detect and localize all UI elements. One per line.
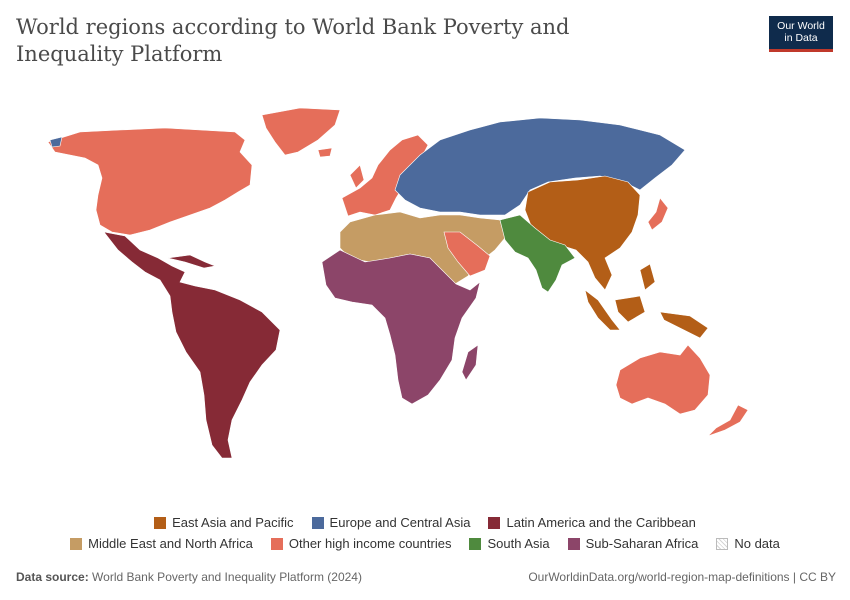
source-url[interactable]: OurWorldinData.org/world-region-map-defi… — [528, 570, 836, 584]
legend-swatch — [488, 516, 501, 529]
region-chukotka[interactable] — [49, 136, 63, 148]
legend-item[interactable]: Latin America and the Caribbean — [488, 515, 696, 530]
legend: East Asia and Pacific Europe and Central… — [0, 512, 850, 554]
legend-item[interactable]: No data — [716, 536, 780, 551]
legend-label: Latin America and the Caribbean — [506, 515, 696, 530]
legend-row-2: Middle East and North Africa Other high … — [0, 533, 850, 554]
legend-label: Middle East and North Africa — [88, 536, 253, 551]
legend-label: Sub-Saharan Africa — [585, 536, 699, 551]
region-greenland[interactable] — [261, 107, 341, 156]
region-new-zealand[interactable] — [707, 404, 749, 437]
region-gulf-states[interactable] — [443, 231, 491, 277]
data-source-text: World Bank Poverty and Inequality Platfo… — [92, 570, 362, 584]
region-south-asia[interactable] — [499, 214, 576, 293]
legend-item[interactable]: Europe and Central Asia — [311, 515, 471, 530]
region-sub-saharan-africa[interactable] — [321, 249, 481, 405]
legend-swatch — [70, 537, 83, 550]
legend-item[interactable]: Sub-Saharan Africa — [567, 536, 699, 551]
region-japan[interactable] — [647, 197, 669, 231]
region-madagascar[interactable] — [461, 344, 479, 381]
legend-item[interactable]: South Asia — [469, 536, 550, 551]
legend-item[interactable]: Other high income countries — [270, 536, 452, 551]
region-north-america[interactable] — [47, 127, 253, 236]
region-southeast-asia-islands[interactable] — [584, 263, 709, 339]
logo-line-1: Our World — [777, 20, 825, 32]
legend-swatch — [311, 516, 324, 529]
legend-label: East Asia and Pacific — [172, 515, 294, 530]
legend-label: South Asia — [487, 536, 550, 551]
region-latin-america[interactable] — [103, 231, 281, 459]
data-source-label: Data source: — [16, 570, 89, 584]
logo-line-2: in Data — [784, 32, 818, 44]
legend-label: Other high income countries — [288, 536, 452, 551]
region-caribbean[interactable] — [167, 254, 217, 269]
region-uk-iceland[interactable] — [317, 147, 365, 189]
world-map[interactable] — [0, 95, 850, 470]
legend-label: Europe and Central Asia — [329, 515, 471, 530]
owid-logo[interactable]: Our World in Data — [769, 16, 833, 52]
legend-swatch — [154, 516, 167, 529]
legend-swatch — [270, 537, 283, 550]
data-source: Data source: World Bank Poverty and Ineq… — [16, 570, 362, 584]
legend-swatch — [469, 537, 482, 550]
legend-item[interactable]: East Asia and Pacific — [154, 515, 294, 530]
legend-row-1: East Asia and Pacific Europe and Central… — [0, 512, 850, 533]
legend-swatch-no-data — [716, 537, 729, 550]
region-australia[interactable] — [615, 344, 711, 415]
legend-item[interactable]: Middle East and North Africa — [70, 536, 253, 551]
chart-title: World regions according to World Bank Po… — [16, 15, 570, 66]
legend-label: No data — [734, 536, 780, 551]
legend-swatch — [567, 537, 580, 550]
